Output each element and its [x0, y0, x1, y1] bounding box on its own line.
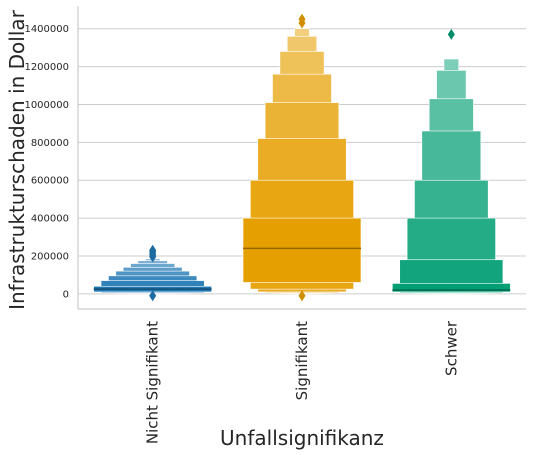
boxen-box — [242, 217, 362, 283]
y-tick-label: 400000 — [31, 214, 69, 225]
y-tick-label: 800000 — [31, 138, 69, 149]
outlier-point — [149, 244, 157, 256]
y-tick-label: 600000 — [31, 176, 69, 187]
y-axis-ticks: 0 200000 400000 600000 800000 1000000 1200000 1… — [24, 24, 69, 300]
x-tick-label: Schwer — [442, 320, 460, 376]
y-axis-title: Infrastrukturschaden in Dollar — [5, 9, 29, 310]
y-tick-label: 1200000 — [24, 62, 69, 73]
x-tick-label: Nicht Signifikant — [144, 321, 162, 444]
boxen-group — [242, 13, 362, 302]
y-tick-label: 1400000 — [24, 24, 69, 35]
y-tick-label: 200000 — [31, 251, 69, 262]
outlier-point — [298, 290, 306, 302]
outlier-point — [447, 28, 455, 40]
boxen-group — [392, 28, 511, 295]
outlier-point — [149, 290, 157, 302]
y-tick-label: 1000000 — [24, 100, 69, 111]
plot-area — [93, 13, 511, 302]
outlier-point — [298, 13, 306, 25]
x-tick-label: Signifikant — [293, 321, 311, 400]
x-axis-title: Unfallsignifikanz — [220, 426, 384, 450]
axis-spines — [77, 6, 526, 310]
y-tick-label: 0 — [63, 289, 69, 300]
boxen-box — [392, 283, 511, 293]
boxen-group — [93, 244, 212, 302]
x-axis-ticks: Nicht Signifikant Signifikant Schwer — [144, 320, 461, 444]
